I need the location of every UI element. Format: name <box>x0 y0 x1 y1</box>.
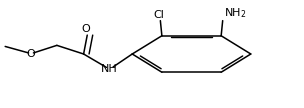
Text: NH$_2$: NH$_2$ <box>224 6 247 20</box>
Text: NH: NH <box>101 64 118 74</box>
Text: Cl: Cl <box>154 10 164 20</box>
Text: O: O <box>81 24 90 34</box>
Text: O: O <box>27 49 35 59</box>
